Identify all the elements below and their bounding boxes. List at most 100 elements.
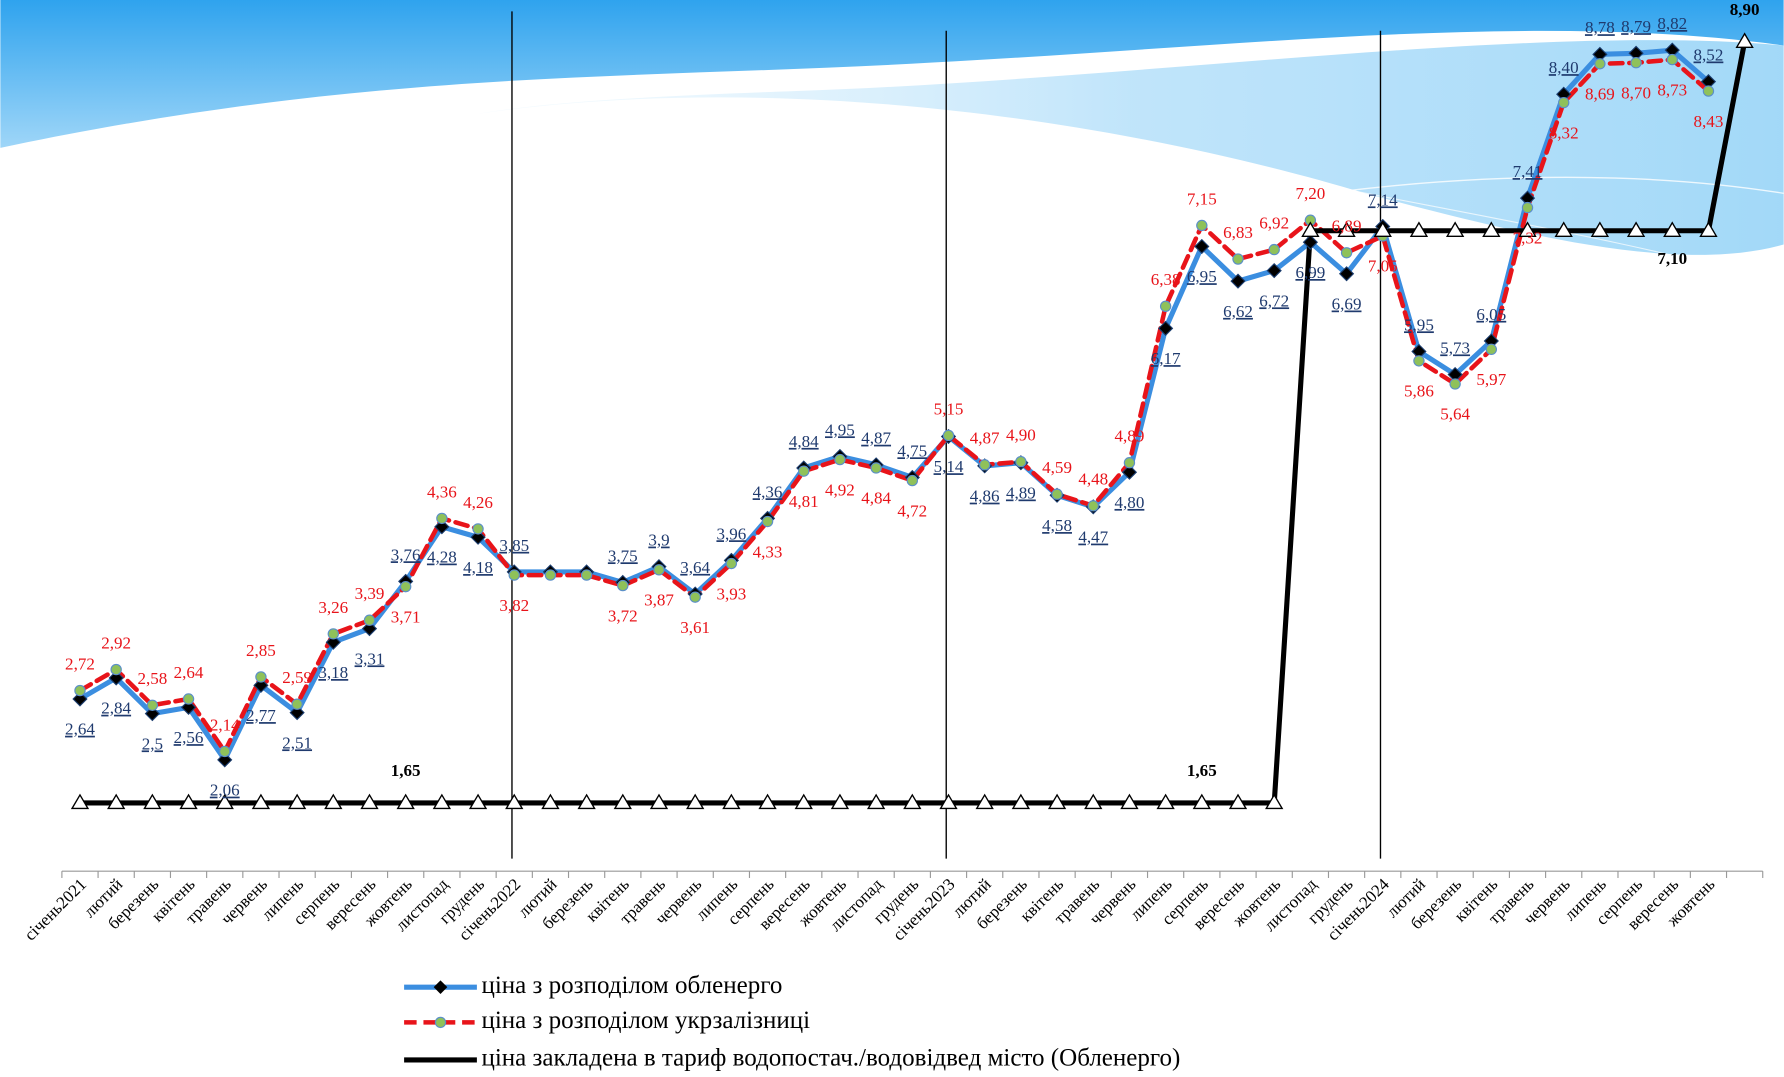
data-label: 7,20 (1295, 184, 1325, 203)
data-point (75, 685, 85, 695)
data-label: 8,73 (1657, 80, 1687, 99)
data-label: 4,18 (463, 558, 493, 577)
data-label: 4,47 (1078, 528, 1108, 547)
data-point (1667, 54, 1677, 64)
data-label: 4,95 (825, 420, 855, 439)
data-label: 6,99 (1295, 263, 1325, 282)
page-body: {"chart_data": { "type": "line", "catego… (0, 0, 1784, 1077)
legend-label: ціна з розподілом обленерго (481, 972, 782, 999)
data-point (943, 430, 953, 440)
data-point (1559, 98, 1569, 108)
data-label: 2,5 (142, 734, 163, 753)
data-point (1052, 489, 1062, 499)
data-point (111, 664, 121, 674)
data-label: 4,48 (1078, 470, 1108, 489)
data-label: 8,43 (1694, 112, 1724, 131)
data-point (1450, 379, 1460, 389)
data-label: 4,36 (427, 482, 457, 501)
data-point (220, 746, 230, 756)
data-label: 2,84 (101, 699, 131, 718)
data-point (871, 463, 881, 473)
data-label: 8,52 (1694, 46, 1724, 65)
data-point (1016, 457, 1026, 467)
data-label: 7,05 (1368, 257, 1398, 276)
data-point (799, 466, 809, 476)
data-label: 8,82 (1657, 14, 1687, 33)
data-label: 4,33 (753, 542, 783, 561)
data-label: 2,56 (174, 728, 204, 747)
data-point (1161, 301, 1171, 311)
data-label: 8,79 (1621, 17, 1651, 36)
data-point (1703, 86, 1713, 96)
data-point (907, 475, 917, 485)
data-label: 3,93 (716, 584, 746, 603)
data-label: 3,72 (608, 606, 638, 625)
data-point (437, 513, 447, 523)
data-point (726, 558, 736, 568)
data-label: 5,64 (1440, 405, 1470, 424)
data-label: 3,71 (391, 607, 421, 626)
data-label: 6,69 (1332, 295, 1362, 314)
data-label: 3,61 (680, 618, 710, 637)
data-label: 7,32 (1513, 228, 1543, 247)
data-label: 4,72 (897, 501, 927, 520)
data-label: 4,92 (825, 480, 855, 499)
data-label: 7,41 (1513, 162, 1543, 181)
data-label: 5,86 (1404, 382, 1434, 401)
data-label: 3,26 (318, 598, 348, 617)
data-label: 2,85 (246, 641, 276, 660)
data-point (183, 694, 193, 704)
data-label: 8,69 (1585, 85, 1615, 104)
data-label: 4,89 (1006, 483, 1036, 502)
data-label: 4,58 (1042, 516, 1072, 535)
data-label: 7,14 (1368, 190, 1398, 209)
data-label: 4,87 (861, 429, 891, 448)
legend-marker (434, 980, 448, 994)
data-label: 4,75 (897, 441, 927, 460)
data-point (292, 699, 302, 709)
data-label: 3,87 (644, 591, 674, 610)
data-label: 4,36 (753, 482, 783, 501)
data-label: 4,87 (970, 429, 1000, 448)
data-point (401, 582, 411, 592)
data-label: 8,70 (1621, 83, 1651, 102)
data-label: 2,51 (282, 733, 312, 752)
data-label: 6,17 (1151, 349, 1181, 368)
data-label: 3,64 (680, 558, 710, 577)
data-point (473, 524, 483, 534)
data-point (1595, 59, 1605, 69)
data-point (690, 592, 700, 602)
data-label: 6,38 (1151, 270, 1181, 289)
page: html, body { margin: 0; padding: 0; back… (0, 0, 1784, 1077)
data-label: 3,82 (499, 596, 529, 615)
data-label: 2,59 (282, 668, 312, 687)
data-point (1197, 220, 1207, 230)
data-point (509, 570, 519, 580)
data-label: 2,72 (65, 654, 95, 673)
data-label: 6,92 (1259, 213, 1289, 232)
data-label: 6,62 (1223, 302, 1253, 321)
data-point (582, 570, 592, 580)
data-label: 5,73 (1440, 338, 1470, 357)
data-point (328, 629, 338, 639)
data-label: 4,89 (1115, 427, 1145, 446)
data-label: 6,83 (1223, 223, 1253, 242)
data-label: 1,65 (391, 761, 421, 780)
data-point (1631, 58, 1641, 68)
data-label: 3,76 (391, 545, 421, 564)
data-label: 7,10 (1657, 249, 1687, 268)
data-label: 2,77 (246, 706, 276, 725)
data-label: 4,28 (427, 548, 457, 567)
data-point (1341, 248, 1351, 258)
data-label: 4,80 (1115, 493, 1145, 512)
data-label: 1,65 (1187, 761, 1217, 780)
data-label: 3,18 (318, 663, 348, 682)
data-point (618, 580, 628, 590)
legend-label: ціна закладена в тариф водопостач./водов… (481, 1045, 1180, 1072)
data-point (1522, 202, 1532, 212)
data-point (762, 516, 772, 526)
data-label: 3,9 (648, 531, 669, 550)
chart: січень2021лютийберезеньквітеньтравеньчер… (0, 0, 1784, 1077)
data-label: 6,05 (1476, 305, 1506, 324)
